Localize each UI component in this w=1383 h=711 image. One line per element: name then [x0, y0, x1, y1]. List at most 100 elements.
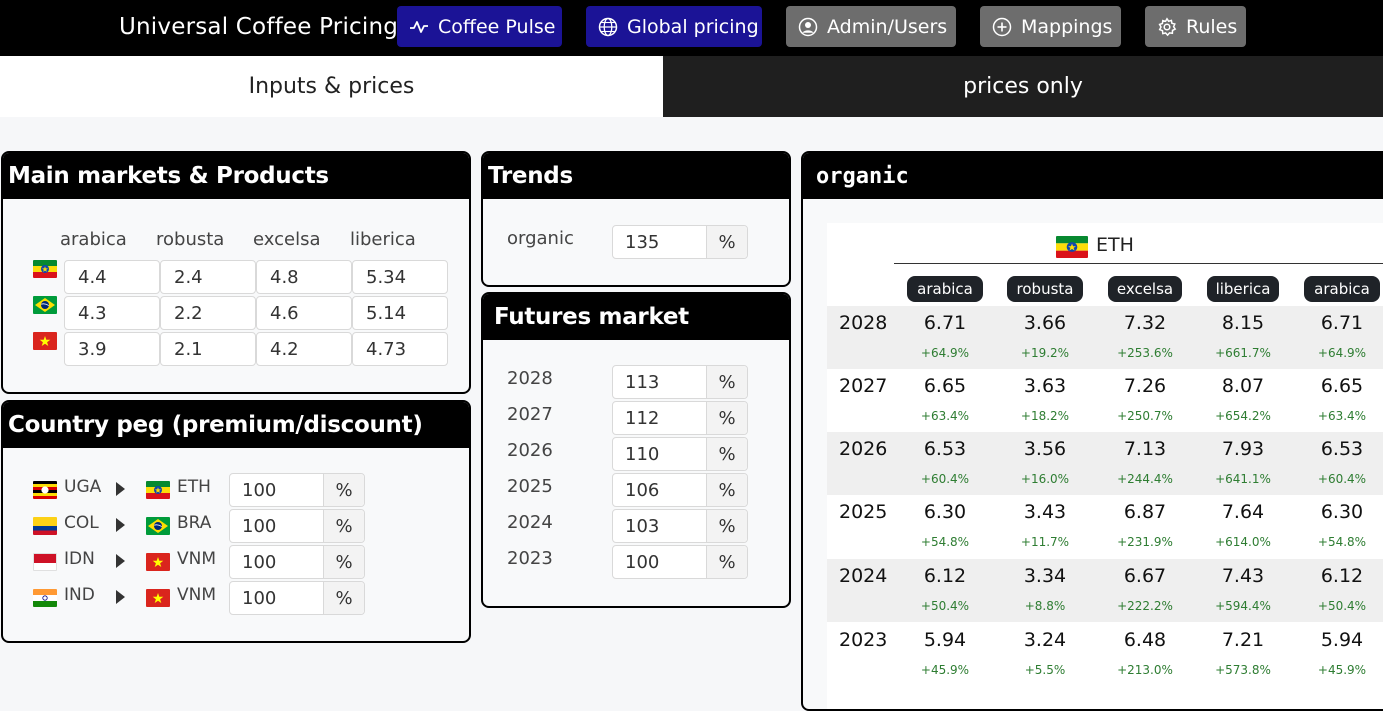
futures-value[interactable]: 110	[613, 438, 707, 470]
price-value: 3.34	[1023, 565, 1067, 587]
peg-value[interactable]: 100	[230, 510, 324, 542]
tab-prices-only-label: prices only	[963, 74, 1083, 99]
organic-prices-panel: organic ETH arabica robusta excelsa libe…	[801, 151, 1383, 711]
percent-unit: %	[707, 546, 747, 578]
nav-coffee-pulse-button[interactable]: Coffee Pulse	[397, 6, 562, 47]
futures-year-label: 2028	[507, 368, 553, 389]
trend-value[interactable]: 135	[613, 226, 707, 258]
price-input-eth-robusta[interactable]: 2.4	[160, 260, 256, 294]
nav-global-pricing-button[interactable]: Global pricing	[586, 6, 762, 47]
trend-label-organic: organic	[507, 228, 574, 249]
price-change: +641.1%	[1215, 472, 1271, 486]
price-change: +250.7%	[1117, 409, 1173, 423]
price-change: +573.8%	[1215, 663, 1271, 677]
futures-value[interactable]: 113	[613, 366, 707, 398]
price-input-eth-arabica[interactable]: 4.4	[64, 260, 160, 294]
plus-circle-icon	[992, 16, 1012, 38]
futures-input-2025[interactable]: 106 %	[612, 473, 748, 507]
peg-value[interactable]: 100	[230, 474, 324, 506]
caret-right-icon	[116, 482, 125, 496]
peg-input-ind-vnm[interactable]: 100 %	[229, 581, 365, 615]
price-change: +60.4%	[1317, 472, 1367, 486]
futures-input-2028[interactable]: 113 %	[612, 365, 748, 399]
tab-prices-only[interactable]: prices only	[663, 56, 1383, 117]
futures-input-2023[interactable]: 100 %	[612, 545, 748, 579]
price-change: +213.0%	[1117, 663, 1173, 677]
price-input-bra-liberica[interactable]: 5.14	[352, 296, 448, 330]
futures-input-2024[interactable]: 103 %	[612, 509, 748, 543]
price-value: 3.43	[1023, 501, 1067, 523]
uganda-flag-icon	[33, 481, 57, 499]
app-title: Universal Coffee Pricing	[119, 14, 399, 40]
price-input-vnm-excelsa[interactable]: 4.2	[256, 332, 352, 366]
nav-rules-button[interactable]: Rules	[1145, 6, 1246, 47]
price-input-vnm-robusta[interactable]: 2.1	[160, 332, 256, 366]
brazil-flag-icon	[146, 517, 170, 535]
price-change: +16.0%	[1020, 472, 1070, 486]
futures-value[interactable]: 112	[613, 402, 707, 434]
colombia-flag-icon	[33, 517, 57, 535]
price-change: +50.4%	[1317, 599, 1367, 613]
price-value: 8.07	[1221, 375, 1265, 397]
futures-value[interactable]: 103	[613, 510, 707, 542]
price-input-bra-robusta[interactable]: 2.2	[160, 296, 256, 330]
table-row: 2024 6.12 3.34 6.67 7.43 6.12 +50.4% +8.…	[827, 559, 1383, 622]
peg-input-col-bra[interactable]: 100 %	[229, 509, 365, 543]
table-row: 2023 5.94 3.24 6.48 7.21 5.94 +45.9% +5.…	[827, 623, 1383, 686]
price-value: 6.30	[1320, 501, 1364, 523]
row-year: 2024	[839, 565, 888, 587]
price-change: +244.4%	[1117, 472, 1173, 486]
price-change: +231.9%	[1117, 535, 1173, 549]
futures-year-label: 2024	[507, 512, 553, 533]
futures-input-2027[interactable]: 112 %	[612, 401, 748, 435]
price-value: 7.43	[1221, 565, 1265, 587]
price-value: 7.21	[1221, 629, 1265, 651]
column-header-arabica: arabica	[60, 229, 127, 250]
nav-rules-label: Rules	[1186, 15, 1238, 38]
peg-to-code: ETH	[177, 477, 211, 497]
price-change: +54.8%	[920, 535, 970, 549]
percent-unit: %	[324, 474, 364, 506]
row-year: 2023	[839, 629, 888, 651]
nav-mappings-button[interactable]: Mappings	[980, 6, 1121, 47]
product-pill-liberica: liberica	[1207, 276, 1279, 302]
user-icon	[798, 16, 818, 38]
percent-unit: %	[324, 546, 364, 578]
price-value: 7.64	[1221, 501, 1265, 523]
table-row: 2028 6.71 3.66 7.32 8.15 6.71 +64.9% +19…	[827, 306, 1383, 369]
price-input-vnm-liberica[interactable]: 4.73	[352, 332, 448, 366]
futures-input-2026[interactable]: 110 %	[612, 437, 748, 471]
column-header-excelsa: excelsa	[253, 229, 321, 250]
gear-icon	[1157, 16, 1177, 38]
futures-value[interactable]: 100	[613, 546, 707, 578]
price-input-vnm-arabica[interactable]: 3.9	[64, 332, 160, 366]
price-input-eth-liberica[interactable]: 5.34	[352, 260, 448, 294]
price-value: 5.94	[1320, 629, 1364, 651]
india-flag-icon	[33, 589, 57, 607]
peg-value[interactable]: 100	[230, 546, 324, 578]
futures-value[interactable]: 106	[613, 474, 707, 506]
country-peg-title: Country peg (premium/discount)	[3, 402, 469, 448]
tab-inputs-and-prices[interactable]: Inputs & prices	[0, 56, 663, 117]
price-input-eth-excelsa[interactable]: 4.8	[256, 260, 352, 294]
country-header-code: ETH	[1096, 234, 1134, 256]
country-peg-panel: Country peg (premium/discount) UGA ETH 1…	[1, 400, 471, 643]
row-year: 2027	[839, 375, 888, 397]
peg-input-uga-eth[interactable]: 100 %	[229, 473, 365, 507]
main-markets-panel: Main markets & Products arabica robusta …	[1, 151, 471, 394]
trend-input-organic[interactable]: 135 %	[612, 225, 748, 259]
peg-input-idn-vnm[interactable]: 100 %	[229, 545, 365, 579]
peg-value[interactable]: 100	[230, 582, 324, 614]
futures-market-title: Futures market	[483, 294, 789, 340]
futures-year-label: 2025	[507, 476, 553, 497]
price-input-bra-arabica[interactable]: 4.3	[64, 296, 160, 330]
caret-right-icon	[116, 518, 125, 532]
price-change: +50.4%	[920, 599, 970, 613]
price-value: 6.71	[923, 312, 967, 334]
price-value: 5.94	[923, 629, 967, 651]
nav-mappings-label: Mappings	[1021, 15, 1113, 38]
nav-admin-users-button[interactable]: Admin/Users	[786, 6, 956, 47]
price-value: 6.53	[923, 438, 967, 460]
price-value: 6.67	[1123, 565, 1167, 587]
price-input-bra-excelsa[interactable]: 4.6	[256, 296, 352, 330]
